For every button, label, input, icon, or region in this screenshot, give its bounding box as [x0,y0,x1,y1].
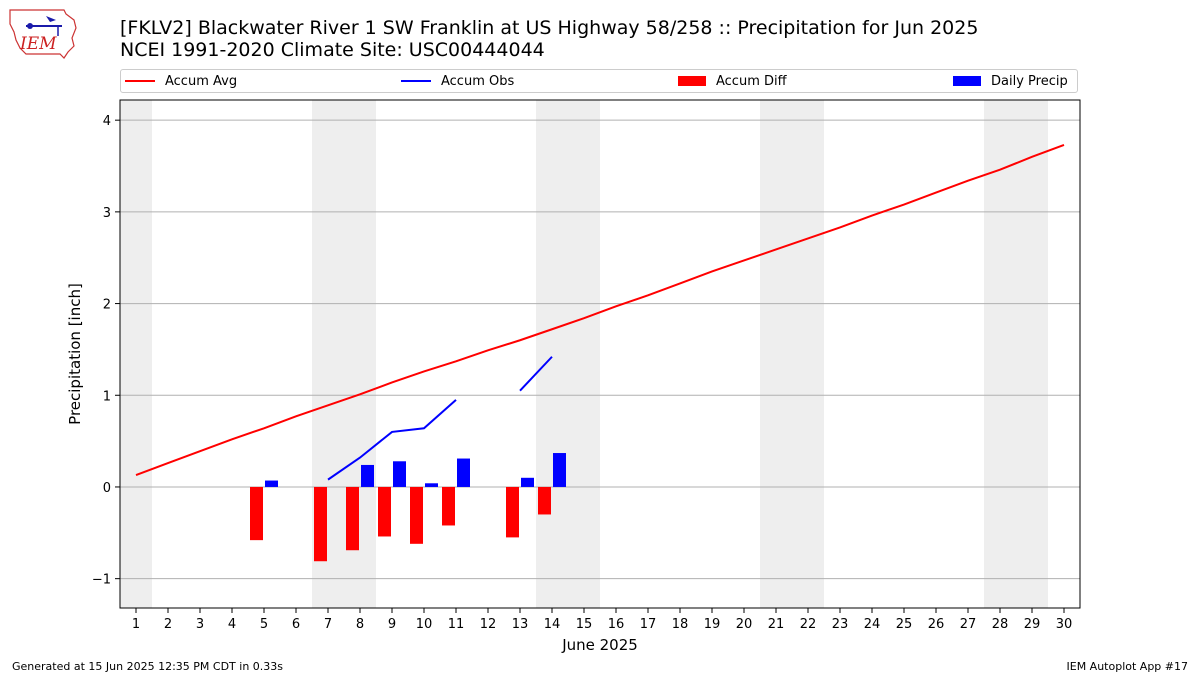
x-tick-label: 11 [448,617,465,632]
y-axis-label: Precipitation [inch] [66,283,84,425]
x-tick-label: 23 [832,617,849,632]
x-tick-label: 27 [960,617,977,632]
accum-diff-bar [314,486,327,562]
x-tick-label: 7 [324,617,332,632]
y-tick-label: 1 [103,389,111,404]
weekend-band [984,100,1048,608]
x-tick-label: 9 [388,617,396,632]
x-tick-label: 8 [356,617,364,632]
x-tick-label: 1 [132,617,140,632]
legend-swatch-accum-obs [401,80,431,82]
daily-precip-bar [393,461,406,487]
accum-obs-line [327,399,457,481]
weekend-band [536,100,600,608]
weekend-band [120,100,152,608]
x-tick-label: 17 [640,617,657,632]
x-tick-label: 15 [576,617,593,632]
accum-avg-line [135,143,1065,476]
daily-precip-bar [425,483,438,487]
accum-diff-bar [506,486,519,538]
x-tick-label: 4 [228,617,236,632]
legend-label-accum-obs: Accum Obs [441,73,515,89]
weekend-band [760,100,824,608]
iem-logo: IEM [9,9,77,59]
y-tick-label: 4 [103,114,111,129]
x-tick-label: 21 [768,617,785,632]
plot-frame [119,99,1081,609]
y-tick-label: 0 [103,481,111,496]
accum-diff-bar [538,486,551,515]
accum-diff-bar [346,486,359,551]
x-tick-label: 14 [544,617,561,632]
x-tick-label: 25 [896,617,913,632]
x-tick-label: 20 [736,617,753,632]
x-tick-label: 16 [608,617,625,632]
accum-obs-line [519,356,553,392]
accum-diff-bar [250,486,263,541]
x-axis-label: June 2025 [561,636,638,654]
x-tick-label: 30 [1056,617,1073,632]
x-tick-label: 5 [260,617,268,632]
x-tick-label: 12 [480,617,497,632]
legend-item-daily-precip: Daily Precip [953,70,1068,92]
x-tick-label: 28 [992,617,1009,632]
legend-label-accum-avg: Accum Avg [165,73,238,89]
x-tick-label: 19 [704,617,721,632]
legend-label-accum-diff: Accum Diff [716,73,787,89]
legend-label-daily-precip: Daily Precip [991,73,1068,89]
x-tick-label: 18 [672,617,689,632]
chart-subtitle: NCEI 1991-2020 Climate Site: USC00444044 [120,39,545,61]
legend-swatch-accum-diff [678,76,706,86]
daily-precip-bar [265,480,278,487]
x-tick-label: 3 [196,617,204,632]
y-tick-label: 2 [103,298,111,313]
x-tick-label: 10 [416,617,433,632]
accum-diff-bar [442,486,455,526]
logo-text: IEM [19,34,57,54]
x-tick-label: 13 [512,617,529,632]
legend: Accum Avg Accum Obs Accum Diff Daily Pre… [120,69,1078,93]
x-tick-label: 29 [1024,617,1041,632]
chart-title: [FKLV2] Blackwater River 1 SW Franklin a… [120,17,979,39]
y-tick-label: 3 [103,206,111,221]
legend-swatch-accum-avg [125,80,155,82]
footer-app-label: IEM Autoplot App #17 [1066,660,1189,673]
x-tick-label: 6 [292,617,300,632]
accum-diff-bar [378,486,391,537]
x-tick-label: 2 [164,617,172,632]
daily-precip-bar [521,477,534,487]
legend-item-accum-obs: Accum Obs [401,70,514,92]
x-tick-label: 26 [928,617,945,632]
x-tick-label: 24 [864,617,881,632]
x-tick-label: 22 [800,617,817,632]
daily-precip-bar [553,453,566,487]
daily-precip-bar [361,464,374,487]
legend-swatch-daily-precip [953,76,981,86]
footer-generated: Generated at 15 Jun 2025 12:35 PM CDT in… [12,660,284,673]
daily-precip-bar [457,458,470,487]
y-tick-label: −1 [92,573,111,588]
accum-diff-bar [410,486,423,544]
legend-item-accum-avg: Accum Avg [125,70,237,92]
legend-item-accum-diff: Accum Diff [678,70,787,92]
